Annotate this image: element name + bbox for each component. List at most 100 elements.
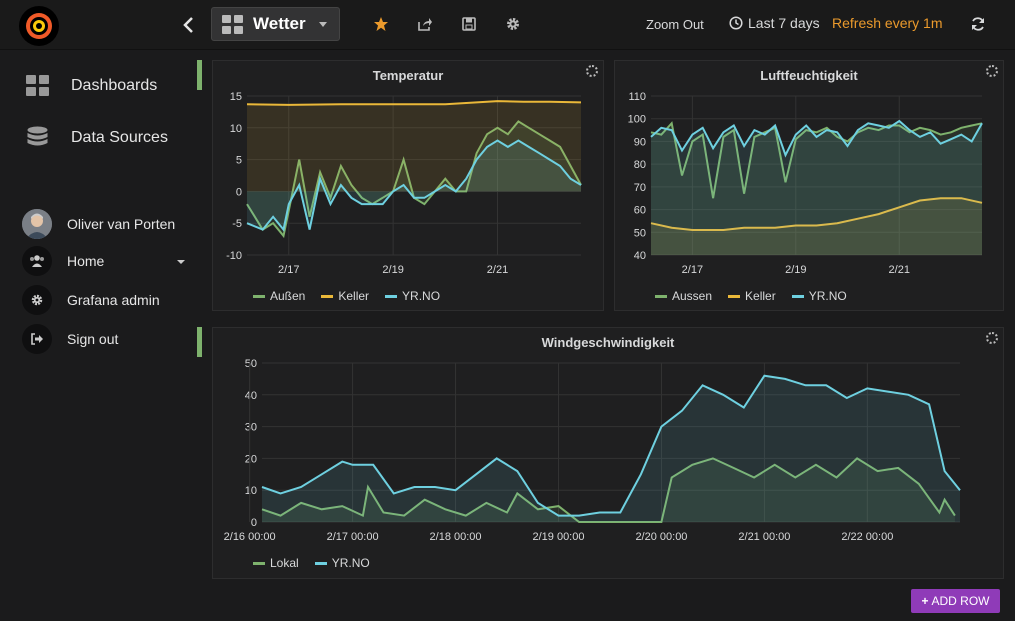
y-tick-label: 10 <box>230 123 242 135</box>
dashboards-icon <box>26 75 49 96</box>
series-area-auen <box>247 121 581 236</box>
x-tick-label: 2/21 <box>889 264 910 276</box>
series-line-yrno <box>261 374 961 517</box>
users-icon <box>22 246 52 276</box>
y-tick-label: 50 <box>634 227 646 239</box>
series-line-yrno <box>650 119 983 158</box>
loading-spinner-icon <box>586 65 598 77</box>
y-tick-label: 20 <box>245 453 257 465</box>
y-tick-label: -10 <box>226 250 242 262</box>
x-tick-label: 2/19 <box>785 264 806 276</box>
legend-item[interactable]: Außen <box>253 289 305 303</box>
caret-down-icon <box>319 22 327 27</box>
series-line-keller <box>246 100 582 106</box>
chart-windgeschwindigkeit: 50 40 30 20 10 0 2/16 00:00 2/17 00:00 2/18 00:0… <box>224 358 961 543</box>
y-tick-label: 50 <box>245 358 257 370</box>
chart-temperatur: 15 10 5 0 -5 -10 2/17 2/19 2/21 <box>226 91 582 276</box>
caret-down-icon <box>177 260 185 264</box>
x-tick-label: 2/21 00:00 <box>738 531 790 543</box>
y-tick-label: -5 <box>232 218 242 230</box>
chart-luftfeuchtigkeit: 110 100 90 80 70 60 50 40 2/17 2/19 2/21 <box>628 91 983 276</box>
legend-label: Außen <box>270 289 306 303</box>
refresh-icon[interactable] <box>968 14 988 34</box>
sidebar-item-label: Sign out <box>67 331 119 347</box>
sidebar-item-grafana-admin[interactable]: Grafana admin <box>22 285 160 315</box>
x-tick-label: 2/19 00:00 <box>532 531 584 543</box>
panel-luftfeuchtigkeit: Luftfeuchtigkeit 110 100 90 80 70 60 50 40 2/17 2… <box>614 60 1004 311</box>
x-tick-label: 2/17 <box>278 264 299 276</box>
share-icon[interactable] <box>415 14 435 34</box>
legend-item[interactable]: Keller <box>728 289 776 303</box>
user-name: Oliver van Porten <box>67 216 176 232</box>
x-tick-label: 2/16 00:00 <box>224 531 276 543</box>
series-line-aussen <box>650 121 983 199</box>
star-icon[interactable] <box>371 14 391 34</box>
loading-spinner-icon <box>986 65 998 77</box>
grafana-logo-icon[interactable] <box>19 6 59 46</box>
series-line-lokal <box>261 457 956 523</box>
panel-title[interactable]: Luftfeuchtigkeit <box>760 68 858 83</box>
time-range-picker[interactable]: Last 7 days <box>729 15 820 31</box>
row-collapse-handle[interactable] <box>197 60 202 90</box>
y-tick-label: 90 <box>634 136 646 148</box>
loading-spinner-icon <box>986 332 998 344</box>
save-icon[interactable] <box>459 14 479 34</box>
series-area-keller <box>247 101 581 192</box>
chart-legend: Außen Keller YR.NO <box>253 289 456 303</box>
x-tick-label: 2/19 <box>382 264 403 276</box>
series-line-yrno <box>246 139 582 232</box>
refresh-interval[interactable]: Refresh every 1m <box>832 15 943 31</box>
panel-title[interactable]: Windgeschwindigkeit <box>541 335 675 350</box>
legend-item[interactable]: Lokal <box>253 556 299 570</box>
series-line-keller <box>650 197 983 231</box>
y-tick-label: 110 <box>628 91 646 103</box>
gear-icon <box>22 285 52 315</box>
y-tick-label: 100 <box>628 114 646 126</box>
sidebar-item-label: Grafana admin <box>67 292 160 308</box>
series-area-yrno <box>247 140 581 230</box>
legend-label: YR.NO <box>808 289 847 303</box>
chart-legend: Aussen Keller YR.NO <box>655 289 863 303</box>
y-tick-label: 60 <box>634 205 646 217</box>
y-tick-label: 10 <box>245 485 257 497</box>
y-tick-label: 0 <box>251 517 257 529</box>
sidebar-item-dashboards[interactable]: Dashboards <box>26 75 157 96</box>
top-navbar: Wetter Zoom Out Last 7 days Refresh ever… <box>0 0 1015 50</box>
series-area-yrno <box>262 375 960 522</box>
panel-title[interactable]: Temperatur <box>372 68 444 83</box>
y-tick-label: 15 <box>230 91 242 103</box>
user-profile[interactable]: Oliver van Porten <box>22 209 175 239</box>
database-icon <box>26 126 49 150</box>
chevron-left-icon[interactable] <box>176 12 200 38</box>
side-menu: Dashboards Data Sources Oliver van Porte… <box>0 51 196 621</box>
x-tick-label: 2/21 <box>487 264 508 276</box>
row-collapse-handle[interactable] <box>197 327 202 357</box>
legend-item[interactable]: Aussen <box>655 289 712 303</box>
add-row-label: ADD ROW <box>931 594 990 608</box>
series-area-yrno <box>651 121 982 255</box>
sidebar-item-home[interactable]: Home <box>22 246 185 276</box>
x-tick-label: 2/18 00:00 <box>430 531 482 543</box>
sidebar-item-data-sources[interactable]: Data Sources <box>26 126 168 150</box>
add-row-button[interactable]: + ADD ROW <box>911 589 1000 613</box>
y-tick-label: 5 <box>236 155 242 167</box>
plus-icon: + <box>921 594 929 608</box>
legend-item[interactable]: Keller <box>321 289 369 303</box>
legend-item[interactable]: YR.NO <box>791 289 847 303</box>
sidebar-item-sign-out[interactable]: Sign out <box>22 324 118 354</box>
series-area-aussen <box>651 123 982 255</box>
panel-temperatur: Temperatur 15 10 5 0 -5 -10 2/17 2/19 2/21 Außen… <box>212 60 604 311</box>
dashboard-picker[interactable]: Wetter <box>211 7 340 41</box>
chart-legend: Lokal YR.NO <box>253 556 386 570</box>
x-tick-label: 2/17 <box>682 264 703 276</box>
sidebar-item-label: Dashboards <box>71 76 158 94</box>
legend-item[interactable]: YR.NO <box>385 289 440 303</box>
x-tick-label: 2/17 00:00 <box>327 531 379 543</box>
x-tick-label: 2/20 00:00 <box>635 531 687 543</box>
zoom-out-button[interactable]: Zoom Out <box>646 17 704 32</box>
legend-item[interactable]: YR.NO <box>314 556 370 570</box>
legend-label: Lokal <box>270 556 299 570</box>
sidebar-item-label: Data Sources <box>71 129 168 146</box>
series-area-lokal <box>262 458 955 522</box>
gear-icon[interactable] <box>503 14 523 34</box>
